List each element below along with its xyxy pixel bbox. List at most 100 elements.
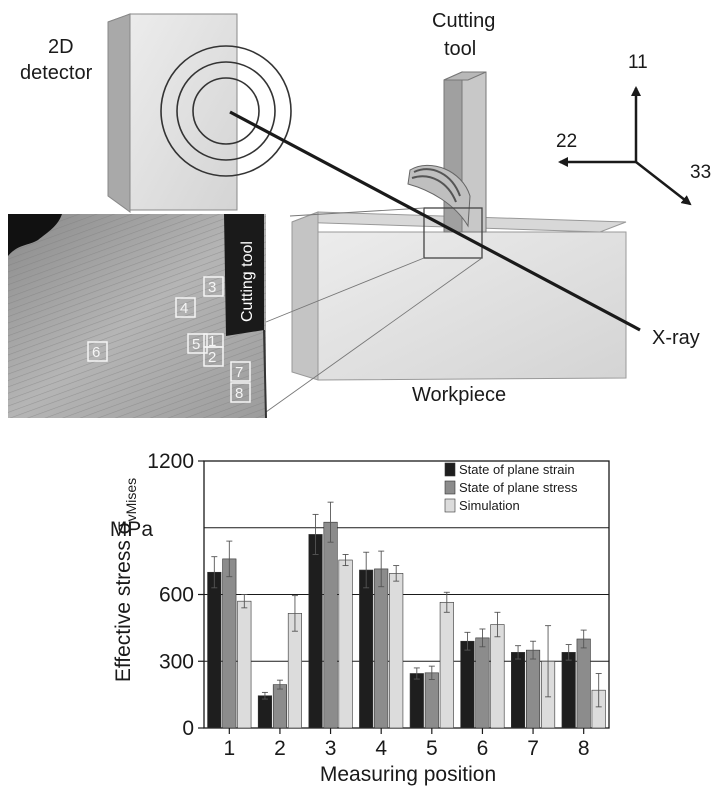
y-ticks: 0 300 600 1200 xyxy=(147,450,204,740)
bar-pos3-series1 xyxy=(308,534,323,729)
detector-label-line1: 2D xyxy=(48,36,74,58)
error-bar-pos5-series3 xyxy=(443,591,450,613)
axis-22-label: 22 xyxy=(556,131,577,152)
marker-6: 6 xyxy=(92,344,100,361)
error-bar-pos5-series1 xyxy=(413,667,420,680)
error-bar-pos6-series1 xyxy=(464,631,471,651)
error-bar-pos5-series2 xyxy=(428,665,435,680)
error-bar-pos3-series2 xyxy=(327,501,334,543)
cutting-tool xyxy=(407,71,487,233)
y-tick-label-600: 600 xyxy=(159,584,194,607)
bar-pos2-series2 xyxy=(272,684,287,729)
y-axis-title-main: Effective stress σ xyxy=(112,521,135,682)
legend-swatch-series2 xyxy=(444,480,456,495)
error-bar-pos4-series2 xyxy=(378,550,385,588)
bar-pos5-series2 xyxy=(424,672,439,729)
detector-label-line2: detector xyxy=(20,62,93,84)
y-tick-label-1200: 1200 xyxy=(147,450,194,473)
axis-11-label: 11 xyxy=(628,52,648,73)
bar-pos8-series2 xyxy=(576,638,591,729)
x-tick-label-8: 8 xyxy=(578,737,590,760)
error-bar-pos1-series2 xyxy=(226,540,233,578)
micrograph-tool-label: Cutting tool xyxy=(239,241,256,322)
error-bars xyxy=(211,501,602,708)
x-axis-title: Measuring position xyxy=(320,763,496,786)
bar-pos8-series1 xyxy=(561,652,576,729)
y-tick-label-300: 300 xyxy=(159,650,194,673)
tool-label-line2: tool xyxy=(444,38,476,60)
diffraction-rings xyxy=(160,45,292,177)
y-axis-title: Effective stress σvMises xyxy=(112,478,139,682)
bar-pos1-series1 xyxy=(207,571,222,729)
bar-pos4-series3 xyxy=(389,573,404,729)
y-unit-label: MPa xyxy=(110,518,154,541)
legend-swatch-series1 xyxy=(444,462,456,477)
legend-swatch-series3 xyxy=(444,498,456,513)
tool-label-line1: Cutting xyxy=(432,10,495,32)
legend-label-series2: State of plane stress xyxy=(459,480,578,495)
coordinate-axes xyxy=(558,86,692,206)
bar-pos3-series3 xyxy=(338,559,353,729)
x-tick-label-1: 1 xyxy=(223,737,235,760)
axis-33-arrow xyxy=(635,161,692,206)
marker-2: 2 xyxy=(208,349,216,366)
workpiece xyxy=(291,211,627,381)
detail-box xyxy=(423,207,483,259)
zoom-lines xyxy=(265,207,483,413)
bar-pos2-series1 xyxy=(257,695,272,729)
error-bar-pos2-series3 xyxy=(291,595,298,632)
error-bar-pos4-series3 xyxy=(393,565,400,582)
bar-pos1-series3 xyxy=(237,600,252,729)
xray-label: X-ray xyxy=(652,327,700,349)
error-bar-pos6-series2 xyxy=(479,628,486,648)
bar-pos4-series1 xyxy=(359,569,374,729)
error-bar-pos1-series1 xyxy=(211,556,218,589)
x-ticks: 1 2 3 4 5 6 7 8 xyxy=(223,728,590,760)
error-bar-pos8-series2 xyxy=(580,629,587,649)
workpiece-label: Workpiece xyxy=(412,384,506,406)
position-markers: 3 4 5 6 1 2 7 8 xyxy=(87,276,251,403)
bar-pos1-series2 xyxy=(222,558,237,729)
bar-pos6-series1 xyxy=(460,640,475,729)
x-tick-label-6: 6 xyxy=(477,737,489,760)
xray-beam xyxy=(229,110,641,332)
x-tick-label-3: 3 xyxy=(325,737,337,760)
bar-pos5-series1 xyxy=(409,673,424,729)
bar-pos4-series2 xyxy=(374,568,389,729)
error-bar-pos6-series3 xyxy=(494,611,501,638)
error-bar-pos4-series1 xyxy=(363,551,370,589)
error-bar-pos8-series1 xyxy=(565,644,572,661)
legend-label-series1: State of plane strain xyxy=(459,462,575,477)
x-tick-label-4: 4 xyxy=(375,737,387,760)
bar-pos7-series2 xyxy=(526,649,541,729)
error-bar-pos2-series2 xyxy=(276,679,283,690)
stress-bar-chart: 0 300 600 1200 1 2 3 4 5 6 7 8 State of plane stra… xyxy=(110,450,610,786)
x-tick-label-2: 2 xyxy=(274,737,286,760)
micrograph: Cutting tool 3 4 5 6 1 2 7 8 xyxy=(8,214,267,419)
legend: State of plane strain State of plane stre… xyxy=(444,462,578,513)
bar-pos5-series3 xyxy=(439,601,454,729)
legend-label-series3: Simulation xyxy=(459,498,520,513)
detector xyxy=(107,13,292,213)
marker-8: 8 xyxy=(235,385,243,402)
error-bar-pos2-series1 xyxy=(261,691,268,700)
marker-5: 5 xyxy=(192,336,200,353)
error-bar-pos3-series1 xyxy=(312,513,319,555)
error-bar-pos1-series3 xyxy=(241,594,248,609)
micrograph-dark-corner xyxy=(8,214,62,256)
micrograph-cutting-tool xyxy=(224,214,264,336)
error-bar-pos7-series1 xyxy=(515,645,522,660)
marker-3: 3 xyxy=(208,279,216,296)
y-axis-title-subscript: vMises xyxy=(123,478,139,522)
error-bar-pos8-series3 xyxy=(595,673,602,708)
bar-pos7-series1 xyxy=(511,652,526,729)
bar-pos6-series3 xyxy=(490,624,505,729)
x-tick-label-7: 7 xyxy=(527,737,539,760)
bar-pos3-series2 xyxy=(323,521,338,729)
chip xyxy=(407,164,471,228)
axis-33-label: 33 xyxy=(690,162,711,183)
error-bar-pos3-series3 xyxy=(342,554,349,567)
marker-1: 1 xyxy=(208,333,216,350)
error-bar-pos7-series2 xyxy=(530,640,537,660)
